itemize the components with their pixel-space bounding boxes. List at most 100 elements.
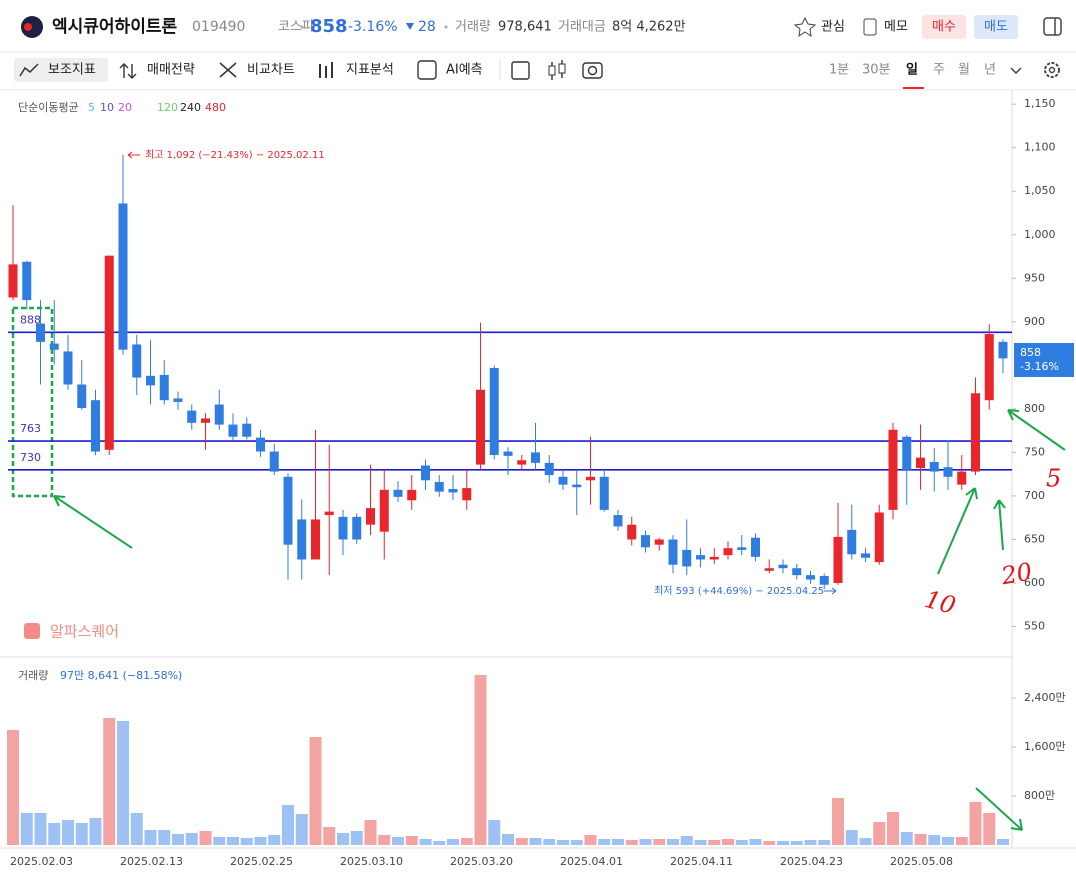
ma-legend: 10 (100, 101, 114, 114)
x-tick-label: 2025.02.25 (230, 855, 293, 868)
price-tag-value: 858 (1020, 346, 1041, 359)
tool[interactable]: 보조지표 (48, 63, 96, 78)
volume-bar (777, 841, 789, 845)
volume-bar (873, 821, 886, 845)
candle-body (338, 516, 348, 540)
candle-body (421, 465, 430, 481)
tool[interactable]: 비교차트 (247, 63, 295, 78)
candle-body (916, 457, 925, 469)
tool[interactable]: 지표분석 (346, 63, 394, 78)
indicator-icon (19, 63, 39, 77)
period[interactable]: 주 (933, 63, 945, 78)
candle-body (819, 576, 829, 585)
period[interactable]: 일 (906, 63, 918, 78)
volume-bar (914, 833, 927, 845)
volume-bar (639, 838, 652, 845)
x-tick-label: 2025.02.13 (120, 855, 183, 868)
buy-button-bg[interactable] (922, 15, 966, 39)
volume-bar (213, 836, 226, 845)
y-tick-label: 1,150 (1024, 97, 1056, 110)
panel-icon[interactable] (1043, 17, 1062, 36)
candle-body (379, 489, 389, 532)
period[interactable]: 월 (958, 63, 970, 78)
period[interactable]: 30분 (862, 63, 891, 78)
volume-bar (117, 720, 129, 845)
candle-body (627, 524, 637, 540)
candle-body (256, 437, 265, 452)
y-tick-label: 800만 (1024, 789, 1055, 802)
candle-body (366, 508, 375, 525)
watch-button[interactable]: 관심 (821, 20, 845, 35)
buy-button[interactable]: 매수 (932, 20, 956, 35)
volume-bar (7, 729, 19, 845)
volume-bar (557, 839, 569, 845)
volume-bar (887, 811, 899, 845)
candle-body (599, 476, 609, 510)
square-icon[interactable] (511, 61, 530, 80)
candle-body (228, 424, 238, 437)
volume-bar (185, 832, 198, 845)
candle-body (696, 555, 705, 560)
logo-dot (24, 23, 32, 31)
camera-icon[interactable] (582, 62, 603, 79)
star-icon[interactable] (793, 16, 817, 38)
volume-bar (337, 832, 349, 845)
volume-bar (227, 836, 239, 845)
tool[interactable]: AI예측 (446, 63, 483, 78)
volume-bar (749, 838, 762, 845)
candle-body (847, 529, 857, 555)
volume-bar (763, 841, 776, 845)
price-tag-change: -3.16% (1020, 360, 1059, 373)
sep (444, 25, 448, 29)
candle-body (558, 476, 568, 485)
settings-icon[interactable] (1044, 62, 1060, 78)
volume-bar (955, 836, 968, 845)
volume-bar (612, 838, 624, 845)
volume-bar (543, 838, 556, 845)
volume: 978,641 (498, 20, 552, 35)
candle-body (517, 460, 527, 465)
candle-body (751, 537, 760, 557)
volume-bar (790, 841, 803, 845)
memo-button[interactable]: 메모 (884, 20, 908, 35)
y-tick-label: 800 (1024, 402, 1045, 415)
volume-bar (62, 820, 74, 845)
volume-bar (158, 829, 171, 845)
period[interactable]: 1분 (829, 63, 849, 78)
volume-bar (282, 805, 294, 845)
candle-body (503, 451, 513, 456)
hand-label: 10 (922, 585, 959, 620)
ma-legend: 240 (180, 101, 201, 114)
chevron[interactable] (1010, 67, 1022, 75)
volume-bar (598, 838, 611, 845)
candle-body (173, 398, 183, 402)
candle-body (902, 436, 912, 470)
volume-bar (254, 836, 267, 845)
volume-bar (804, 839, 817, 845)
candle-body (957, 471, 967, 485)
change-rate: -3.16% (348, 19, 398, 35)
volume-bar (584, 835, 597, 845)
tool[interactable]: 매매전략 (147, 63, 195, 78)
candle-body (531, 452, 540, 463)
memo-icon[interactable] (863, 18, 877, 36)
period[interactable]: 년 (984, 63, 996, 78)
volume-bar (392, 836, 404, 845)
candle-body (888, 429, 898, 510)
volume-label: 거래량 (455, 20, 491, 35)
hand-arrows (53, 409, 1066, 831)
volume-bar (680, 835, 693, 845)
sell-button-bg[interactable] (974, 15, 1018, 39)
y-tick-label: 700 (1024, 489, 1045, 502)
candle-body (407, 489, 417, 501)
candle-body (214, 404, 224, 425)
y-tick-label: 1,100 (1024, 141, 1056, 154)
ai-icon (417, 60, 437, 80)
candle-body (874, 512, 884, 563)
amount: 8억 4,262만 (612, 20, 686, 35)
volume-bar (818, 839, 831, 845)
volume-bar (172, 833, 184, 845)
volume-bar (722, 838, 734, 845)
sell-button[interactable]: 매도 (984, 20, 1008, 35)
candle-body (448, 488, 458, 493)
